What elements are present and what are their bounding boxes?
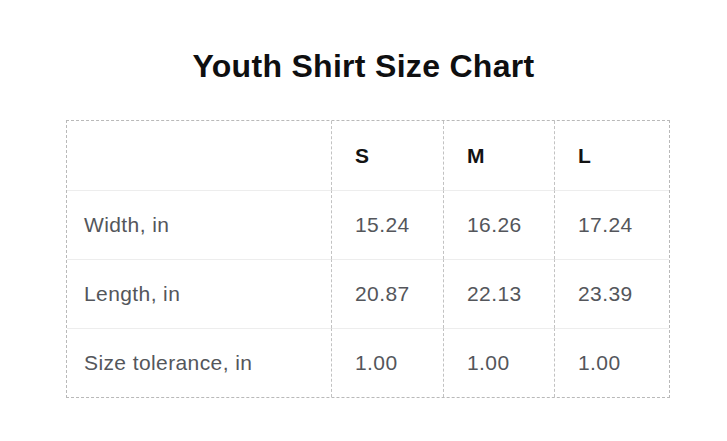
cell-tolerance-l: 1.00 <box>554 328 669 397</box>
table-row-size-tolerance: Size tolerance, in 1.00 1.00 1.00 <box>67 328 669 397</box>
header-row: S M L <box>67 121 669 190</box>
row-label-length: Length, in <box>67 259 331 328</box>
cell-tolerance-m: 1.00 <box>443 328 554 397</box>
table-row-length: Length, in 20.87 22.13 23.39 <box>67 259 669 328</box>
cell-length-m: 22.13 <box>443 259 554 328</box>
cell-length-l: 23.39 <box>554 259 669 328</box>
column-header-m: M <box>443 121 554 190</box>
column-header-l: L <box>554 121 669 190</box>
cell-length-s: 20.87 <box>331 259 443 328</box>
table-row-width: Width, in 15.24 16.26 17.24 <box>67 190 669 259</box>
size-chart-table: S M L Width, in 15.24 16.26 17.24 Length… <box>66 120 670 398</box>
cell-tolerance-s: 1.00 <box>331 328 443 397</box>
corner-cell <box>67 121 331 190</box>
row-label-size-tolerance: Size tolerance, in <box>67 328 331 397</box>
column-header-s: S <box>331 121 443 190</box>
cell-width-s: 15.24 <box>331 190 443 259</box>
row-label-width: Width, in <box>67 190 331 259</box>
page: Youth Shirt Size Chart S M L Width, in 1… <box>0 0 727 441</box>
cell-width-m: 16.26 <box>443 190 554 259</box>
page-title: Youth Shirt Size Chart <box>0 0 727 85</box>
cell-width-l: 17.24 <box>554 190 669 259</box>
